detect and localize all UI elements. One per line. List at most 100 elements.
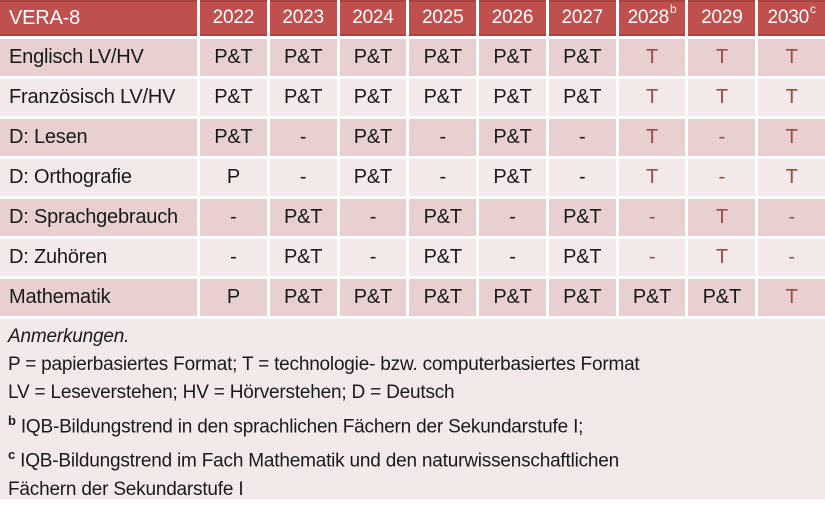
value-cell: - [409,159,477,196]
value-cell: T [618,119,686,156]
value-cell: T [688,79,756,116]
value-cell: - [339,239,407,276]
value-cell: P&T [409,239,477,276]
row-label-cell: Mathematik [0,279,197,316]
year-header-cell: 2025 [409,0,477,36]
value-cell: T [688,39,756,76]
row-label-cell: D: Sprachgebrauch [0,199,197,236]
value-cell: P&T [548,279,616,316]
row-label-cell: Englisch LV/HV [0,39,197,76]
row-label-cell: Französisch LV/HV [0,79,197,116]
value-cell: P&T [339,279,407,316]
year-header-cell: 2023 [269,0,337,36]
footnote-marker: c [8,447,16,463]
value-cell: P&T [200,119,267,156]
note-line: Fächern der Sekundarstufe I [8,478,244,500]
value-cell: P [200,279,267,316]
value-cell: P&T [200,39,267,76]
value-cell: P&T [479,119,546,156]
value-cell: - [758,239,825,276]
value-cell: P&T [200,79,267,116]
year-label: 2026 [491,7,534,28]
note-line: P = papierbasiertes Format; T = technolo… [8,354,640,375]
year-header-cell: 2030 c [758,0,825,36]
value-cell: P&T [479,79,546,116]
value-cell: - [618,239,686,276]
year-label: 2028 [627,7,670,28]
row-label-cell: D: Zuhören [0,239,197,276]
value-cell: P&T [269,79,337,116]
value-cell: T [758,159,825,196]
value-cell: T [618,159,686,196]
year-label: 2030 [767,7,809,28]
value-cell: T [758,279,825,316]
value-cell: - [339,199,407,236]
value-cell: P&T [479,279,546,316]
value-cell: T [618,39,686,76]
value-cell: T [758,39,825,76]
year-header-cell: 2026 [479,0,546,36]
notes-heading: Anmerkungen. [8,326,130,347]
value-cell: - [269,159,337,196]
value-cell: P&T [479,39,546,76]
value-cell: - [269,119,337,156]
value-cell: T [758,79,825,116]
value-cell: P&T [409,279,477,316]
value-cell: T [688,199,756,236]
value-cell: P&T [409,39,477,76]
year-label: 2029 [701,7,743,28]
year-header-cell: 2028 b [618,0,686,36]
value-cell: P&T [269,279,337,316]
value-cell: P&T [339,119,407,156]
footnote-marker: b [8,413,16,428]
value-cell: P&T [479,159,546,196]
year-label: 2027 [561,7,604,28]
value-cell: P&T [548,239,616,276]
note-line: b IQB-Bildungstrend in den sprachlichen … [8,413,584,438]
value-cell: P&T [269,199,337,236]
value-cell: - [409,119,477,156]
value-cell: - [618,199,686,236]
vera8-assessment-table: VERA-8 2022 2023 2024 2025 2026 2027 2028 b 2029… [0,0,825,316]
year-header-cell: 2022 [200,0,267,36]
value-cell: - [688,159,756,196]
value-cell: - [200,239,267,276]
value-cell: - [688,119,756,156]
value-cell: - [479,239,546,276]
notes-block: Anmerkungen. P = papierbasiertes Format;… [0,319,825,500]
value-cell: P&T [339,79,407,116]
value-cell: P&T [548,199,616,236]
value-cell: P&T [548,39,616,76]
year-header-cell: 2029 [688,0,756,36]
value-cell: P&T [409,79,477,116]
row-label-cell: D: Orthografie [0,159,197,196]
row-label-cell: D: Lesen [0,119,197,156]
table-title-cell: VERA-8 [0,0,197,36]
year-label: 2025 [421,7,464,28]
year-header-cell: 2024 [339,0,407,36]
value-cell: P [200,159,267,196]
value-cell: - [758,199,825,236]
value-cell: P&T [269,39,337,76]
value-cell: - [200,199,267,236]
value-cell: P&T [339,159,407,196]
year-label: 2022 [212,7,255,28]
value-cell: T [618,79,686,116]
value-cell: P&T [339,39,407,76]
notes-lines: P = papierbasiertes Format; T = technolo… [8,351,817,504]
note-line: LV = Leseverstehen; HV = Hörverstehen; D… [8,382,455,403]
value-cell: P&T [618,279,686,316]
value-cell: P&T [269,239,337,276]
value-cell: P&T [409,199,477,236]
value-cell: - [479,199,546,236]
year-label: 2024 [352,7,394,28]
value-cell: P&T [548,79,616,116]
note-line: c IQB-Bildungstrend im Fach Mathematik u… [8,447,620,472]
value-cell: T [758,119,825,156]
year-header-cell: 2027 [548,0,616,36]
year-label: 2023 [282,7,324,28]
value-cell: T [688,239,756,276]
value-cell: P&T [688,279,756,316]
value-cell: - [548,159,616,196]
